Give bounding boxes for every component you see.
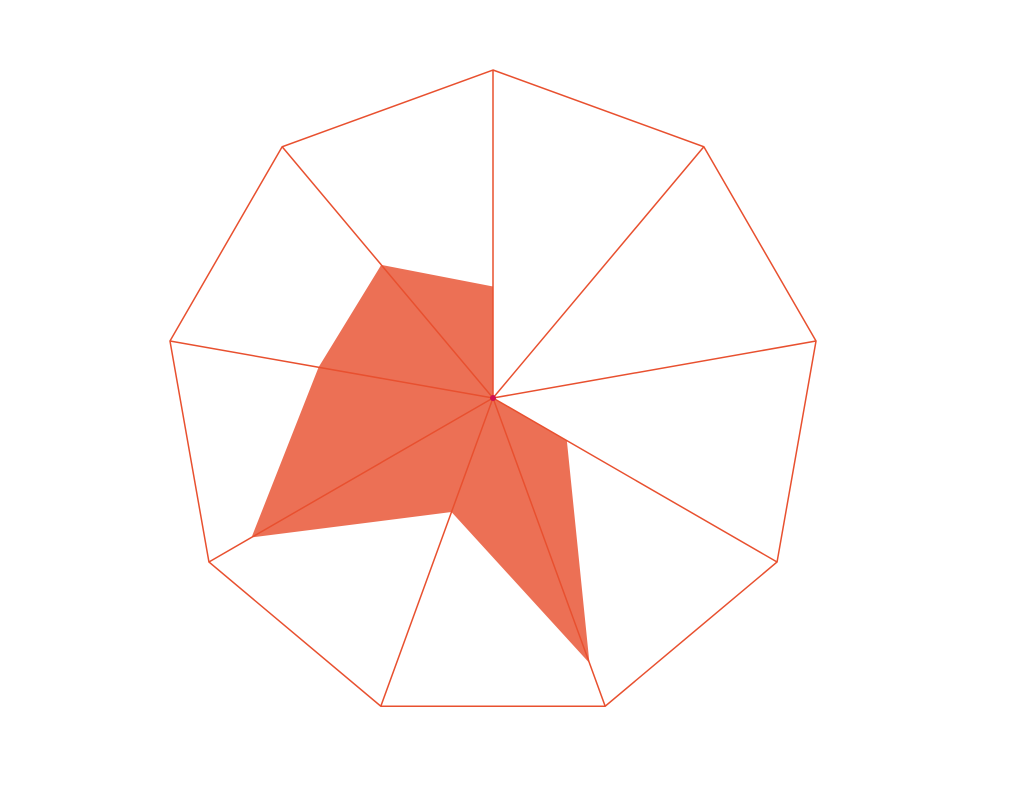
radar-grid	[169, 69, 817, 707]
radar-spoke	[492, 146, 705, 399]
radar-area	[251, 264, 590, 664]
center-dot	[490, 395, 496, 401]
radar-spoke	[492, 340, 817, 399]
